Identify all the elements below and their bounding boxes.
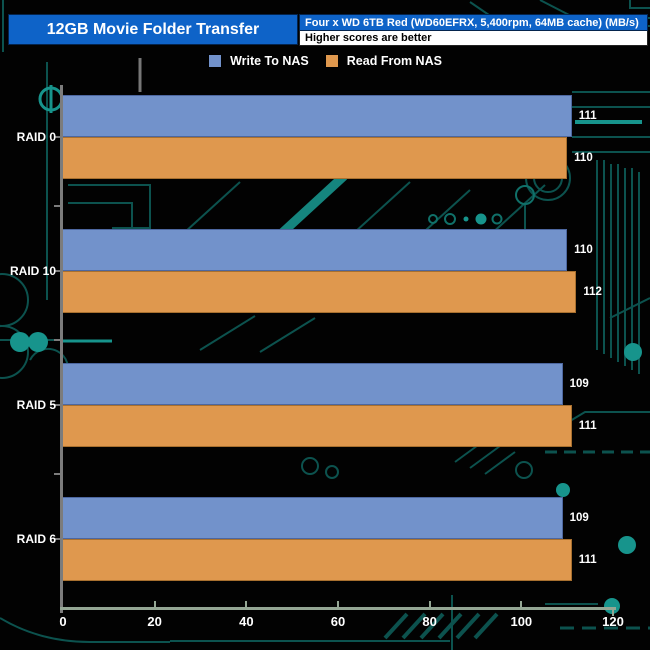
value-label-write-to-nas-raid-0: 111 [578,110,597,122]
category-label-raid-6: RAID 6 [16,532,56,546]
y-axis-tick [54,538,60,540]
x-axis-tick-label: 60 [330,614,346,629]
y-axis-line [60,85,63,613]
y-axis-tick [54,404,60,406]
value-label-read-from-nas-raid-5: 111 [578,420,597,432]
value-label-write-to-nas-raid-5: 109 [569,378,589,390]
x-axis-tick [153,601,156,607]
circuit-bright-traces [38,85,642,343]
x-axis-tick-label: 20 [147,614,162,629]
circuit-rings [428,185,535,225]
legend-label-write-to-nas: Write To NAS [230,54,309,68]
chart-subtitle: Four x WD 6TB Red (WD60EFRX, 5,400rpm, 6… [299,14,648,31]
y-axis-tick [54,205,60,207]
circuit-pad-dots [10,213,642,614]
value-label-read-from-nas-raid-10: 112 [583,286,602,298]
x-axis-tick [337,601,339,607]
legend-label-read-from-nas: Read From NAS [346,54,442,68]
x-axis-tick [612,607,614,616]
x-axis-tick [520,601,523,607]
x-axis-tick-label: 0 [59,614,67,629]
chart-subtitle-box: Four x WD 6TB Red (WD60EFRX, 5,400rpm, 6… [299,14,648,46]
bar-read-from-nas-raid-0 [63,137,568,179]
chart-note: Higher scores are better [299,31,648,46]
category-label-raid-5: RAID 5 [16,398,56,412]
value-label-read-from-nas-raid-0: 110 [574,152,593,164]
chart-title: 12GB Movie Folder Transfer [46,20,260,38]
y-axis-tick [54,136,60,138]
bar-read-from-nas-raid-10 [63,271,577,313]
bar-read-from-nas-raid-5 [63,405,572,447]
bar-write-to-nas-raid-6 [63,497,563,539]
x-axis-tick [245,601,248,607]
x-axis-tick-label: 40 [239,614,254,629]
y-axis-tick [54,270,60,272]
legend-swatch-write-to-nas [208,54,223,68]
category-label-raid-0: RAID 0 [16,130,56,144]
y-axis-tick [54,473,60,475]
value-label-write-to-nas-raid-6: 109 [569,512,589,524]
bar-write-to-nas-raid-0 [63,95,572,137]
x-axis-line [60,607,616,610]
chart-title-banner: 12GB Movie Folder Transfer [8,14,298,45]
category-label-raid-10: RAID 10 [9,264,56,278]
value-label-write-to-nas-raid-10: 110 [574,244,593,256]
x-axis-tick-label: 80 [422,614,437,629]
value-label-read-from-nas-raid-6: 111 [578,554,597,566]
x-axis-tick-label: 120 [602,614,624,629]
bar-write-to-nas-raid-10 [63,229,568,271]
y-axis-tick [54,339,60,341]
legend: Write To NAS Read From NAS [0,52,650,70]
legend-swatch-read-from-nas [324,54,339,68]
bar-write-to-nas-raid-5 [63,363,563,405]
legend-item-read-from-nas: Read From NAS [324,54,442,68]
x-axis-tick-label: 100 [510,614,533,629]
legend-item-write-to-nas: Write To NAS [208,54,309,68]
x-axis-tick [428,601,431,607]
bar-read-from-nas-raid-6 [63,539,572,581]
